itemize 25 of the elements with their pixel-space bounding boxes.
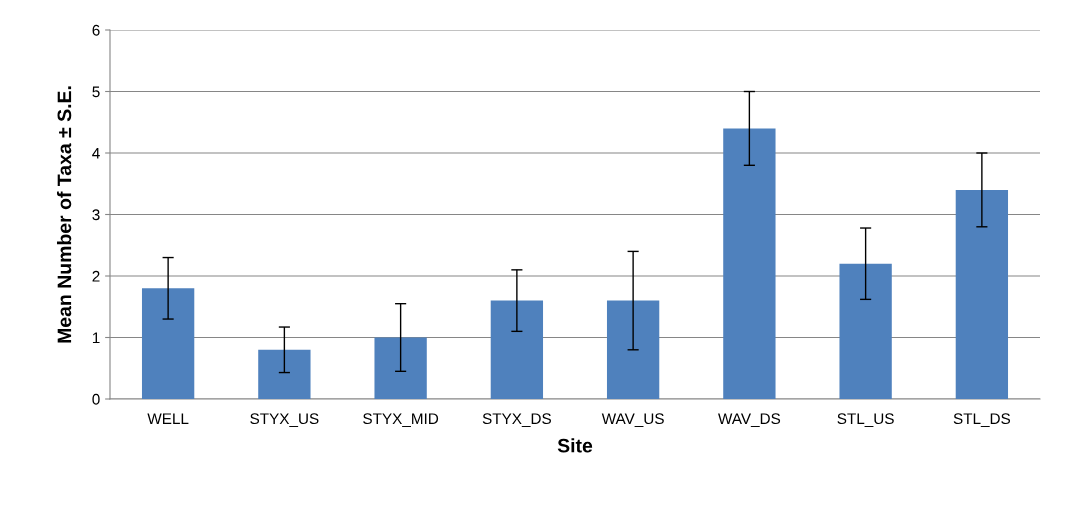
y-tick-label: 5	[92, 86, 100, 98]
x-tick-label: WAV_US	[601, 413, 664, 427]
bar	[258, 349, 311, 399]
y-tick-label: 4	[92, 148, 100, 159]
y-axis-title: Mean Number of Taxa ± S.E.	[56, 86, 72, 343]
y-tick-label: 2	[92, 270, 100, 282]
x-tick-label: STYX_MID	[363, 413, 439, 427]
y-tick-label: 1	[92, 332, 100, 344]
bar	[606, 300, 660, 399]
bar	[839, 263, 892, 399]
y-tick-label: 3	[92, 209, 100, 221]
bar	[490, 300, 544, 399]
x-axis-title: Site	[557, 438, 593, 453]
bar	[374, 337, 427, 399]
y-tick-label: 0	[92, 393, 100, 405]
y-tick-label: 6	[92, 24, 100, 36]
x-tick-label: STL_US	[837, 413, 894, 427]
bar	[955, 189, 1009, 399]
bar	[723, 128, 776, 399]
x-tick-label: STL_DS	[953, 413, 1011, 427]
x-tick-label: WELL	[147, 413, 189, 424]
x-tick-label: STYX_US	[250, 413, 319, 427]
x-tick-label: STYX_DS	[482, 413, 551, 427]
bar	[141, 288, 195, 399]
x-tick-label: WAV_DS	[718, 413, 781, 427]
